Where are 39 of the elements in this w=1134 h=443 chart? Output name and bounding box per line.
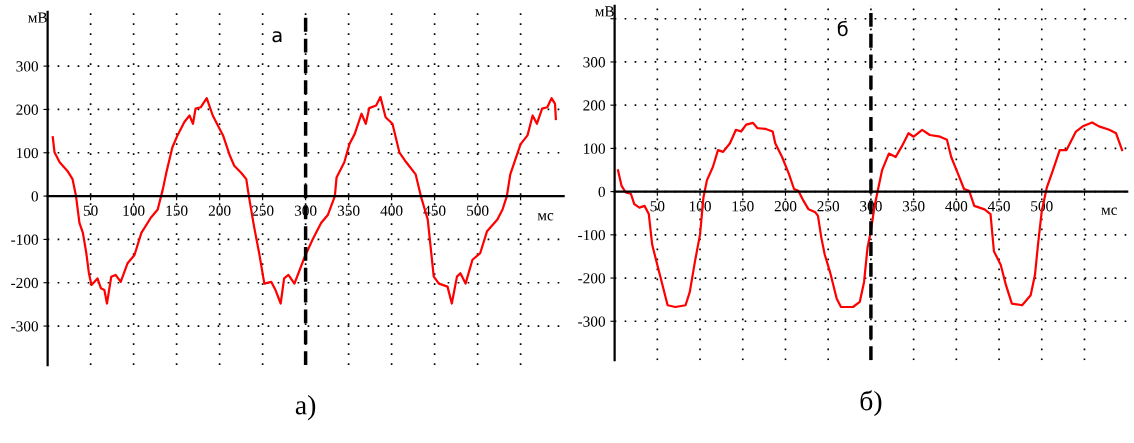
x-tick-label: 250 xyxy=(817,201,840,212)
y-tick-label: 200 xyxy=(16,104,39,115)
x-tick-label: 100 xyxy=(123,205,145,216)
y-tick-label: 0 xyxy=(598,186,606,198)
y-axis-title: мВ xyxy=(28,12,47,23)
x-tick-label: 50 xyxy=(83,205,98,216)
x-tick-label: 250 xyxy=(251,205,274,216)
x-tick-label: 50 xyxy=(650,201,665,212)
y-tick-label: -200 xyxy=(11,277,39,289)
y-tick-label: -100 xyxy=(578,229,606,241)
y-tick-label: -300 xyxy=(578,316,606,327)
line-series xyxy=(616,121,1124,309)
x-tick-label: 350 xyxy=(337,205,360,216)
y-tick-label: 300 xyxy=(583,57,606,68)
x-tick-label: 200 xyxy=(208,205,231,216)
line-series xyxy=(51,95,557,305)
annotation: а xyxy=(272,31,282,43)
annotation: б xyxy=(837,20,848,37)
text: а) xyxy=(295,395,316,421)
text: б) xyxy=(860,390,882,417)
y-axis-title: мВ xyxy=(595,6,614,17)
x-tick-label: 350 xyxy=(902,201,925,212)
x-tick-label: 150 xyxy=(166,205,188,216)
x-tick-label: 400 xyxy=(945,201,968,212)
x-tick-label: 500 xyxy=(467,205,489,216)
y-tick-label: -100 xyxy=(11,234,39,245)
x-axis-title: мс xyxy=(1101,207,1118,215)
x-tick-label: 450 xyxy=(987,201,1010,212)
y-tick-label: 100 xyxy=(584,143,606,154)
x-tick-label: 400 xyxy=(380,205,403,216)
y-tick-label: 300 xyxy=(16,61,39,72)
x-tick-label: 200 xyxy=(774,201,797,212)
x-tick-label: 150 xyxy=(732,201,754,212)
y-tick-label: -200 xyxy=(578,273,606,284)
x-axis-title: мс xyxy=(537,213,554,221)
y-tick-label: 100 xyxy=(17,147,39,159)
y-tick-label: 200 xyxy=(583,100,606,111)
y-tick-label: -300 xyxy=(11,321,39,332)
y-tick-label: 0 xyxy=(31,191,39,202)
